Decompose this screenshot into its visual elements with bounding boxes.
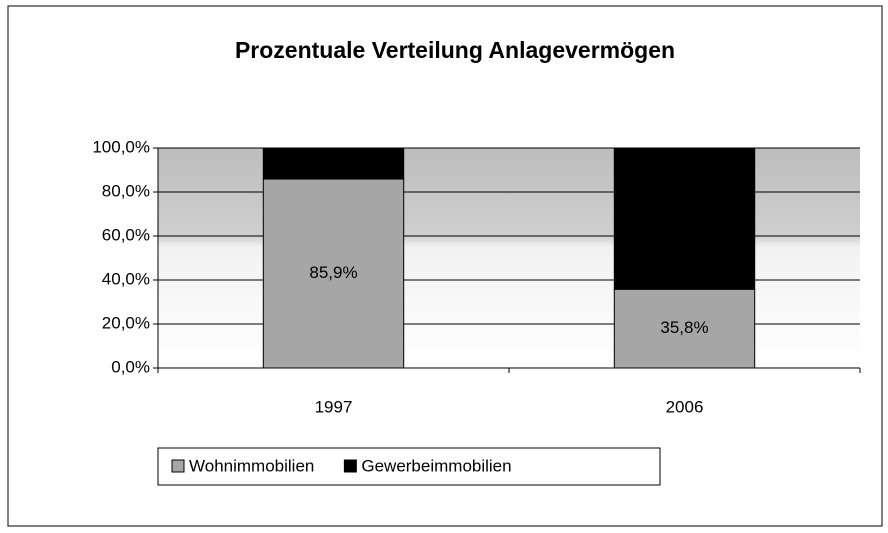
y-tick-label: 60,0% xyxy=(102,225,150,244)
bar-segment xyxy=(262,178,405,369)
bar-segment xyxy=(262,147,405,180)
legend-swatch xyxy=(343,459,357,473)
value-label: 35,8% xyxy=(660,318,708,337)
bar-segment xyxy=(613,147,756,290)
y-tick-label: 100,0% xyxy=(92,137,150,156)
legend-label: Wohnimmobilien xyxy=(189,456,314,475)
value-label: 85,9% xyxy=(309,263,357,282)
y-tick-label: 40,0% xyxy=(102,269,150,288)
y-tick-label: 80,0% xyxy=(102,181,150,200)
x-tick-label: 2006 xyxy=(666,397,704,416)
legend-box xyxy=(157,447,661,486)
legend-swatch xyxy=(171,459,185,473)
y-tick-label: 0,0% xyxy=(111,357,150,376)
x-tick-label: 1997 xyxy=(315,397,353,416)
y-tick-label: 20,0% xyxy=(102,313,150,332)
bar-segment xyxy=(613,288,756,369)
legend-label: Gewerbeimmobilien xyxy=(361,456,511,475)
chart-title: Prozentuale Verteilung Anlagevermögen xyxy=(235,37,675,63)
